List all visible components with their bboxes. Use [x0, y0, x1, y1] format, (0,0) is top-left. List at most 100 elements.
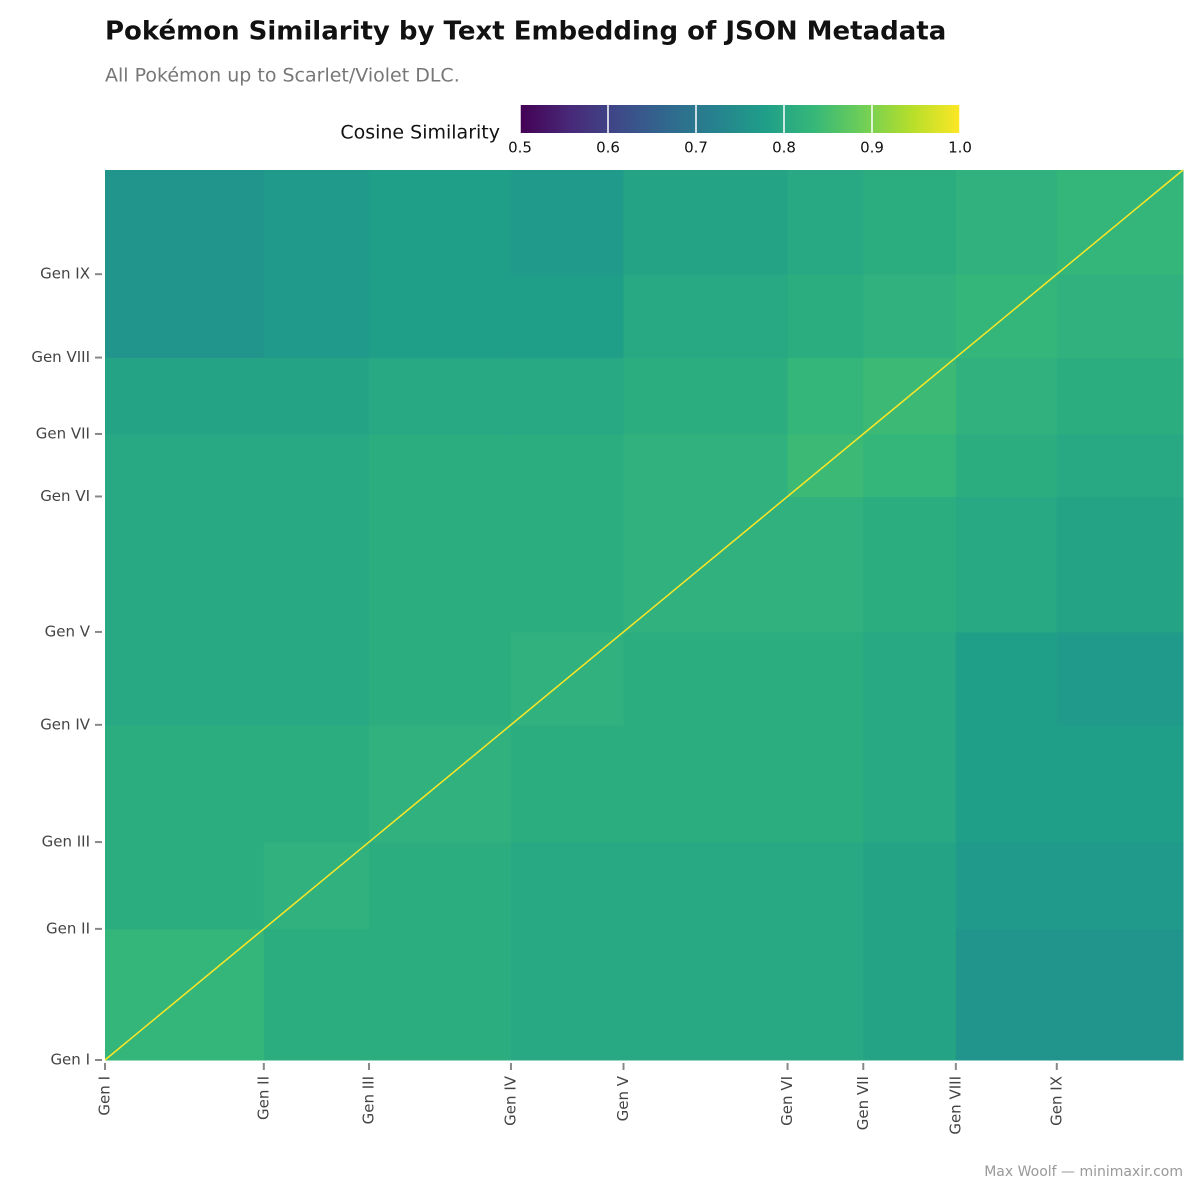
heatmap-cell [863, 928, 957, 1061]
colorbar-tick-label: 0.5 [508, 139, 532, 157]
heatmap-cell [263, 724, 370, 843]
heatmap-cell [368, 496, 512, 633]
heatmap-cell [955, 170, 1058, 275]
heatmap-cell [787, 724, 864, 843]
heatmap-cell [105, 496, 265, 633]
heatmap-cell [955, 433, 1058, 497]
colorbar-tick-label: 1.0 [948, 139, 972, 157]
heatmap-cell [368, 274, 512, 359]
heatmap-cell [368, 357, 512, 435]
heatmap-cell [623, 170, 789, 275]
heatmap-cell [105, 357, 265, 435]
caption: Max Woolf — minimaxir.com [984, 1164, 1183, 1180]
heatmap-cell [368, 928, 512, 1061]
heatmap-cell [787, 928, 864, 1061]
heatmap-cell [623, 928, 789, 1061]
y-tick-label: Gen III [42, 833, 90, 851]
colorbar-tick-label: 0.7 [684, 139, 708, 157]
heatmap-cell [863, 170, 957, 275]
heatmap-cell [623, 357, 789, 435]
x-tick-label: Gen I [96, 1076, 114, 1116]
heatmap-cell [510, 496, 624, 633]
heatmap-cell [1056, 433, 1184, 497]
x-tick-label: Gen VIII [946, 1076, 964, 1135]
x-tick-label: Gen VII [854, 1076, 872, 1130]
colorbar-tick-label: 0.8 [772, 139, 796, 157]
heatmap-cell [863, 496, 957, 633]
x-tick-label: Gen II [254, 1076, 272, 1120]
heatmap-cell [105, 631, 265, 726]
heatmap-cell [863, 724, 957, 843]
heatmap-cell [623, 631, 789, 726]
heatmap-cell [1056, 631, 1184, 726]
heatmap-cell [955, 842, 1058, 930]
x-tick-label: Gen V [614, 1075, 632, 1121]
heatmap-cell [368, 631, 512, 726]
heatmap-cell [105, 274, 265, 359]
heatmap-cell [955, 496, 1058, 633]
heatmap-cell [368, 433, 512, 497]
colorbar-label: Cosine Similarity [340, 122, 500, 144]
heatmap-cell [510, 433, 624, 497]
y-tick-label: Gen VI [40, 487, 90, 505]
heatmap-cell [510, 724, 624, 843]
heatmap-cell [863, 631, 957, 726]
heatmap-cell [787, 357, 864, 435]
heatmap-cell [105, 842, 265, 930]
x-tick-label: Gen VI [778, 1076, 796, 1126]
heatmap-cell [787, 496, 864, 633]
heatmap-cell [955, 724, 1058, 843]
heatmap-cell [1056, 724, 1184, 843]
heatmap-cell [510, 357, 624, 435]
colorbar-tick-label: 0.9 [860, 139, 884, 157]
heatmap-cell [263, 433, 370, 497]
heatmap-cell [1056, 357, 1184, 435]
y-tick-label: Gen VII [36, 424, 90, 442]
heatmap-cell [105, 170, 265, 275]
heatmap-cell [1056, 928, 1184, 1061]
heatmap-cell [623, 433, 789, 497]
heatmap-cell [510, 274, 624, 359]
heatmap-cell [863, 842, 957, 930]
y-tick-label: Gen IX [40, 265, 90, 283]
x-tick-label: Gen III [359, 1076, 377, 1124]
heatmap-cell [1056, 842, 1184, 930]
heatmap-cell [955, 357, 1058, 435]
heatmap-cell [623, 274, 789, 359]
colorbar [520, 105, 960, 133]
heatmap-cell [263, 170, 370, 275]
y-tick-label: Gen VIII [31, 348, 90, 366]
heatmap-cell [787, 631, 864, 726]
heatmap-cell [787, 274, 864, 359]
heatmap-cell [623, 842, 789, 930]
chart-title: Pokémon Similarity by Text Embedding of … [105, 17, 946, 47]
heatmap-cell [368, 170, 512, 275]
colorbar-tick-label: 0.6 [596, 139, 620, 157]
y-tick-label: Gen I [50, 1051, 90, 1069]
heatmap-cell [263, 496, 370, 633]
heatmap-cell [1056, 274, 1184, 359]
x-tick-label: Gen IX [1047, 1076, 1065, 1126]
heatmap-cell [263, 357, 370, 435]
y-tick-label: Gen IV [40, 715, 91, 733]
y-tick-label: Gen II [46, 919, 90, 937]
heatmap-cell [623, 724, 789, 843]
heatmap-cell [510, 170, 624, 275]
heatmap-cell [955, 928, 1058, 1061]
heatmap-cell [863, 274, 957, 359]
heatmap-cell [510, 842, 624, 930]
heatmap-cell [510, 928, 624, 1061]
x-tick-label: Gen IV [501, 1075, 519, 1126]
y-tick-label: Gen V [45, 622, 91, 640]
heatmap-cell [105, 433, 265, 497]
chart-subtitle: All Pokémon up to Scarlet/Violet DLC. [105, 65, 460, 87]
heatmap-cell [1056, 496, 1184, 633]
heatmap-cell [263, 928, 370, 1061]
diagonal [104, 169, 1184, 1061]
heatmap-cell [955, 631, 1058, 726]
heatmap-cell [263, 631, 370, 726]
heatmap-cell [368, 842, 512, 930]
heatmap-cell [863, 433, 957, 497]
heatmap-cell [263, 274, 370, 359]
